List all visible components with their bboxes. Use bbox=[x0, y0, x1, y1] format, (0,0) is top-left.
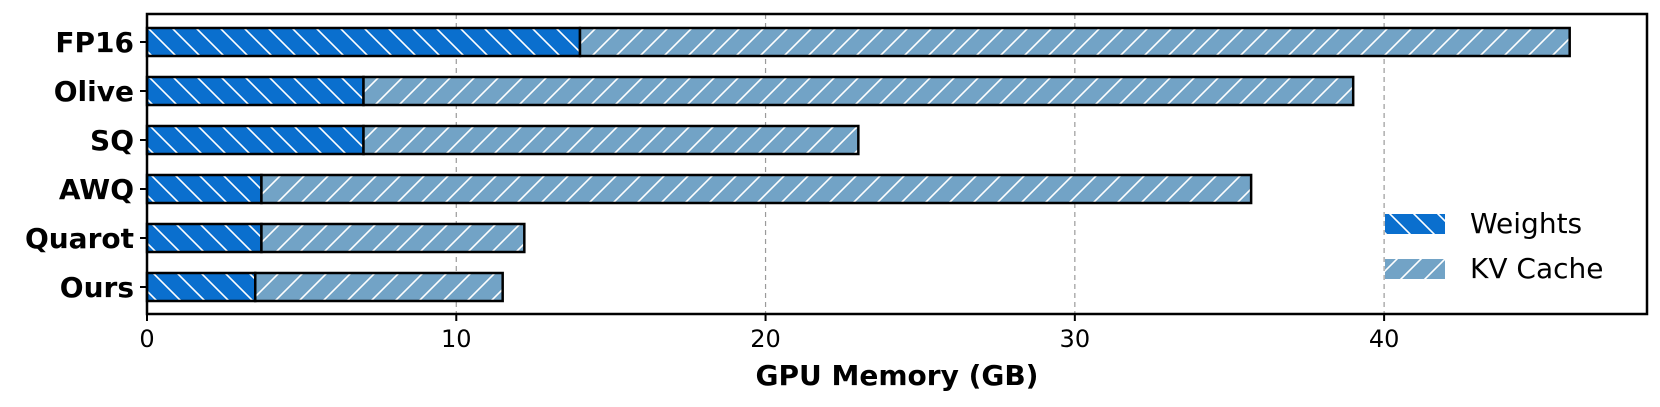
y-category-label: Olive bbox=[54, 75, 134, 108]
bar-segment-weights bbox=[145, 26, 582, 58]
x-axis-title: GPU Memory (GB) bbox=[756, 359, 1039, 392]
x-tick-label: 20 bbox=[750, 325, 781, 353]
y-category-label: Ours bbox=[60, 271, 134, 304]
bar-hatch bbox=[362, 75, 1355, 107]
bar-hatch bbox=[145, 124, 365, 156]
bar-segment-kv-cache bbox=[260, 222, 526, 254]
y-category-label: AWQ bbox=[59, 173, 134, 206]
bar-segment-weights bbox=[145, 271, 257, 303]
plot-frame bbox=[145, 12, 1649, 316]
legend-item-weights: Weights bbox=[1385, 207, 1582, 240]
legend-label: Weights bbox=[1470, 207, 1582, 240]
y-category-label: Quarot bbox=[25, 222, 134, 255]
bars bbox=[145, 26, 1571, 303]
bar-segment-kv-cache bbox=[253, 271, 504, 303]
bar-segment-weights bbox=[145, 173, 263, 205]
bar-hatch bbox=[578, 26, 1571, 58]
bar-hatch bbox=[260, 222, 526, 254]
bar-hatch bbox=[362, 124, 860, 156]
y-category-label: SQ bbox=[90, 124, 134, 157]
bar-hatch bbox=[145, 75, 365, 107]
bar-hatch bbox=[145, 222, 263, 254]
legend-swatch-hatch bbox=[1385, 214, 1445, 234]
axis-ticks: 0 10 20 30 40 FP16 Olive SQ AWQ Quarot Ours bbox=[25, 26, 1399, 353]
grid-lines bbox=[455, 14, 1385, 314]
legend-label: KV Cache bbox=[1470, 252, 1604, 285]
bar-hatch bbox=[145, 26, 582, 58]
bar-hatch bbox=[260, 173, 1253, 205]
bar-segment-kv-cache bbox=[260, 173, 1253, 205]
legend-item-kv-cache: KV Cache bbox=[1385, 252, 1604, 285]
y-category-label: FP16 bbox=[55, 26, 134, 59]
bar-hatch bbox=[253, 271, 504, 303]
bar-segment-kv-cache bbox=[578, 26, 1571, 58]
bar-segment-weights bbox=[145, 75, 365, 107]
legend: Weights KV Cache bbox=[1385, 207, 1604, 285]
bar-segment-kv-cache bbox=[362, 75, 1355, 107]
x-tick-label: 40 bbox=[1369, 325, 1400, 353]
x-tick-label: 10 bbox=[441, 325, 472, 353]
bar-hatch bbox=[145, 173, 263, 205]
bar-segment-kv-cache bbox=[362, 124, 860, 156]
legend-swatch-hatch bbox=[1385, 259, 1445, 279]
x-tick-label: 0 bbox=[139, 325, 154, 353]
bar-segment-weights bbox=[145, 124, 365, 156]
x-tick-label: 30 bbox=[1060, 325, 1091, 353]
bar-hatch bbox=[145, 271, 257, 303]
bar-segment-weights bbox=[145, 222, 263, 254]
